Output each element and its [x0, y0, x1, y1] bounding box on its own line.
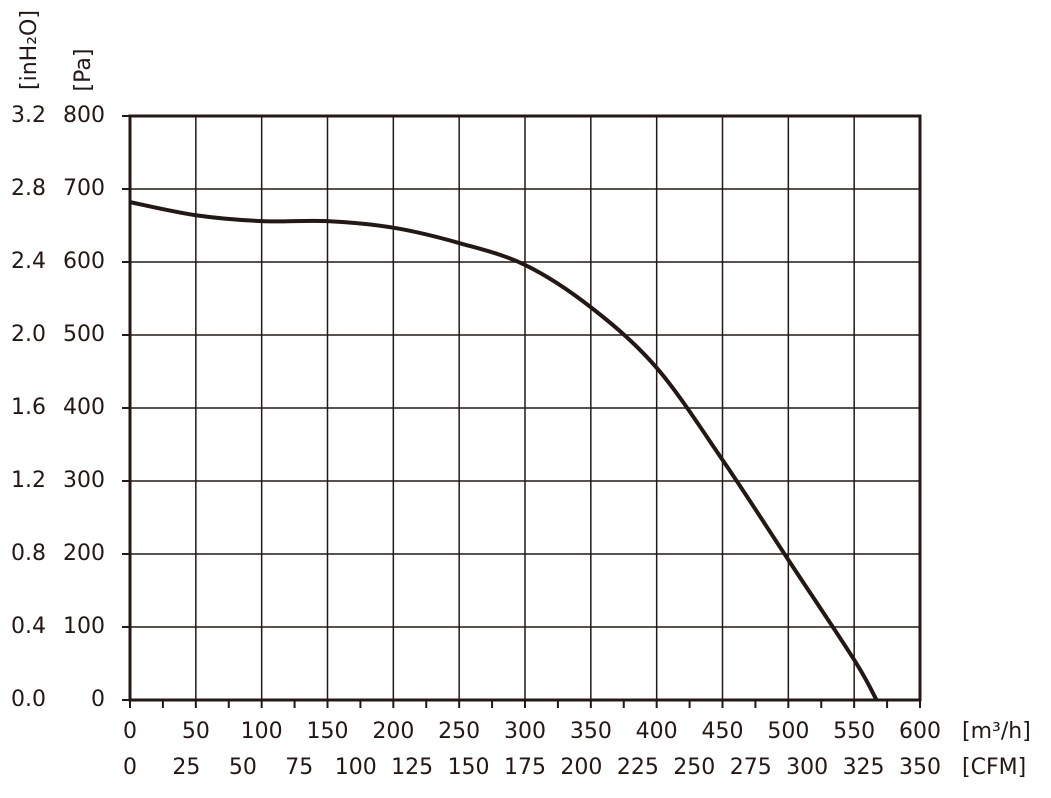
x-tick-label: 100 — [241, 719, 283, 744]
x2-tick-label: 275 — [730, 755, 772, 780]
x2-tick-label: 150 — [448, 755, 490, 780]
x-tick-label: 550 — [833, 719, 875, 744]
x2-tick-label: 250 — [673, 755, 715, 780]
y2-tick-label: 2.8 — [11, 176, 46, 201]
y-tick-label: 700 — [63, 176, 105, 201]
x2-tick-label: 300 — [786, 755, 828, 780]
x2-tick-label: 200 — [560, 755, 602, 780]
x2-tick-label: 350 — [899, 755, 941, 780]
x-tick-label: 400 — [636, 719, 678, 744]
y-tick-label: 400 — [63, 395, 105, 420]
x2-tick-label: 225 — [617, 755, 659, 780]
x2-tick-label: 0 — [123, 755, 137, 780]
curve — [129, 200, 879, 701]
y-tick-label: 800 — [63, 103, 105, 128]
y2-tick-label: 3.2 — [11, 103, 46, 128]
y-tick-label: 300 — [63, 468, 105, 493]
plot-frame — [128, 114, 922, 702]
y2-tick-label: 0.0 — [11, 687, 46, 712]
x-tick-label: 350 — [570, 719, 612, 744]
x-tick-label: 450 — [702, 719, 744, 744]
x2-axis-label: [CFM] — [962, 755, 1026, 780]
x-tick-label: 600 — [899, 719, 941, 744]
x2-tick-label: 25 — [172, 755, 200, 780]
y-tick-label: 200 — [63, 541, 105, 566]
y2-tick-label: 1.2 — [11, 468, 46, 493]
x2-tick-label: 125 — [391, 755, 433, 780]
x2-tick-label: 100 — [335, 755, 377, 780]
x2-tick-label: 325 — [843, 755, 885, 780]
x-axis-label: [m³/h] — [962, 719, 1031, 744]
y2-axis-label: [inH₂O] — [17, 10, 42, 90]
y2-tick-label: 2.4 — [11, 249, 46, 274]
x-tick-label: 200 — [372, 719, 414, 744]
y-tick-label: 0 — [91, 687, 105, 712]
y2-tick-label: 1.6 — [11, 395, 46, 420]
y-tick-label: 600 — [63, 249, 105, 274]
y-tick-label: 500 — [63, 322, 105, 347]
x-tick-label: 300 — [504, 719, 546, 744]
x-tick-label: 0 — [123, 719, 137, 744]
x-tick-label: 50 — [182, 719, 210, 744]
y2-tick-label: 0.4 — [11, 614, 46, 639]
x-tick-label: 250 — [438, 719, 480, 744]
x2-tick-label: 50 — [229, 755, 257, 780]
x-tick-label: 150 — [307, 719, 349, 744]
x2-tick-label: 75 — [285, 755, 313, 780]
y2-tick-label: 2.0 — [11, 322, 46, 347]
y2-tick-label: 0.8 — [11, 541, 46, 566]
x-tick-label: 500 — [767, 719, 809, 744]
y-tick-label: 100 — [63, 614, 105, 639]
y-axis-label: [Pa] — [71, 49, 96, 92]
x2-tick-label: 175 — [504, 755, 546, 780]
